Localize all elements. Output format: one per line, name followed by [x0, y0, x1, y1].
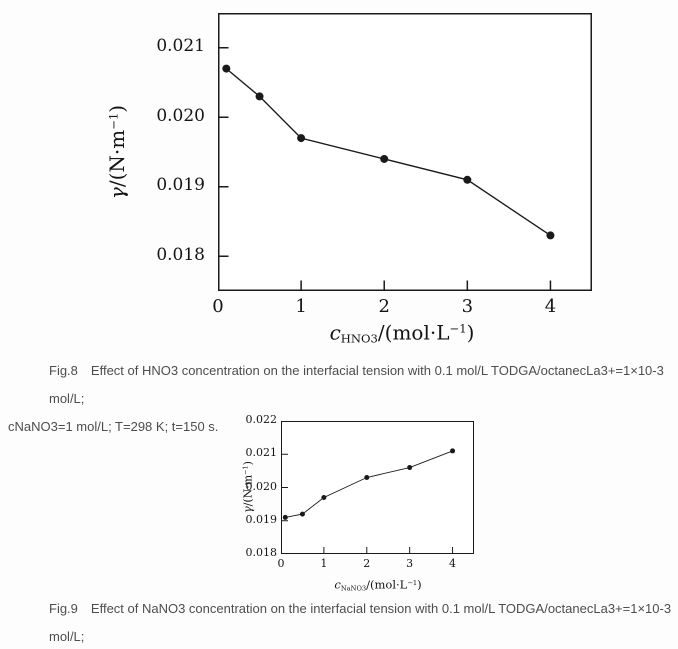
- y-tick-label: 0.022: [245, 413, 278, 427]
- data-line: [285, 450, 453, 518]
- axis-label-part: /(mol·L: [366, 577, 408, 592]
- axis-label-part: c: [329, 320, 341, 345]
- x-tick-label: 1: [320, 557, 328, 570]
- fig8-plot-svg: [218, 13, 592, 291]
- plot-frame: [218, 13, 592, 291]
- data-point: [407, 465, 413, 471]
- fig8-caption-line2: cNaNO3=1 mol/L; T=298 K; t=150 s.: [8, 419, 219, 434]
- axis-label-part: /(mol·L: [377, 320, 450, 345]
- y-tick-label: 0.019: [245, 512, 278, 526]
- data-point: [546, 231, 555, 240]
- fig9-x-axis-label: cNaNO3/(mol·L−1): [334, 578, 421, 593]
- data-line: [225, 68, 551, 236]
- y-tick-label: 0.018: [156, 244, 205, 265]
- fig9-caption-line1: Fig.9 Effect of NaNO3 concentration on th…: [8, 595, 672, 649]
- data-point: [450, 448, 456, 454]
- fig9-caption-text: Effect of NaNO3 concentration on the int…: [49, 601, 672, 644]
- data-point: [255, 92, 264, 101]
- fig9-plot-svg: [281, 421, 474, 554]
- data-point: [364, 475, 370, 481]
- axis-label-part: ): [466, 320, 475, 345]
- x-tick-label: 4: [449, 557, 457, 570]
- fig8-caption-line1: Fig.8 Effect of HNO3 concentration on the…: [8, 357, 672, 413]
- axis-label-part: NaNO3: [340, 584, 367, 593]
- data-point: [299, 511, 305, 517]
- x-tick-label: 2: [363, 557, 371, 570]
- x-tick-label: 3: [406, 557, 414, 570]
- x-tick-label: 0: [212, 296, 224, 317]
- x-tick-label: 4: [544, 296, 557, 317]
- axis-label-part: γ: [241, 506, 255, 513]
- data-point: [222, 64, 231, 73]
- fig8-x-axis-label: cHNO3/(mol·L−1): [330, 320, 475, 345]
- y-tick-label: 0.019: [156, 175, 205, 196]
- x-tick-label: 3: [461, 296, 474, 317]
- y-tick-label: 0.020: [156, 105, 205, 126]
- y-tick-label: 0.020: [245, 479, 278, 493]
- data-point: [282, 514, 288, 520]
- axis-label-part: HNO3: [340, 331, 378, 346]
- data-point: [321, 494, 327, 500]
- x-tick-label: 2: [378, 296, 390, 317]
- y-tick-label: 0.018: [245, 546, 278, 560]
- x-tick-label: 1: [295, 296, 307, 317]
- axis-label-part: −1: [241, 465, 250, 475]
- fig8-caption-text: Effect of HNO3 concentration on the inte…: [49, 363, 664, 406]
- data-point: [463, 175, 472, 184]
- axis-label-part: −1: [449, 321, 467, 336]
- axis-label-part: −1: [407, 578, 418, 587]
- axis-label-part: ): [241, 461, 255, 466]
- fig9-caption: Fig.9 Effect of NaNO3 concentration on th…: [8, 595, 672, 649]
- y-tick-label: 0.021: [156, 36, 205, 57]
- fig8-caption: Fig.8 Effect of HNO3 concentration on the…: [8, 357, 672, 441]
- fig8-figure-number: Fig.8: [49, 363, 78, 378]
- plot-frame: [281, 421, 474, 554]
- fig9-figure-number: Fig.9: [49, 601, 78, 616]
- axis-label-part: c: [334, 577, 341, 592]
- y-tick-label: 0.021: [245, 446, 278, 460]
- data-point: [380, 154, 389, 163]
- x-tick-label: 0: [277, 557, 285, 570]
- axis-label-part: ): [417, 577, 422, 592]
- data-point: [297, 134, 306, 143]
